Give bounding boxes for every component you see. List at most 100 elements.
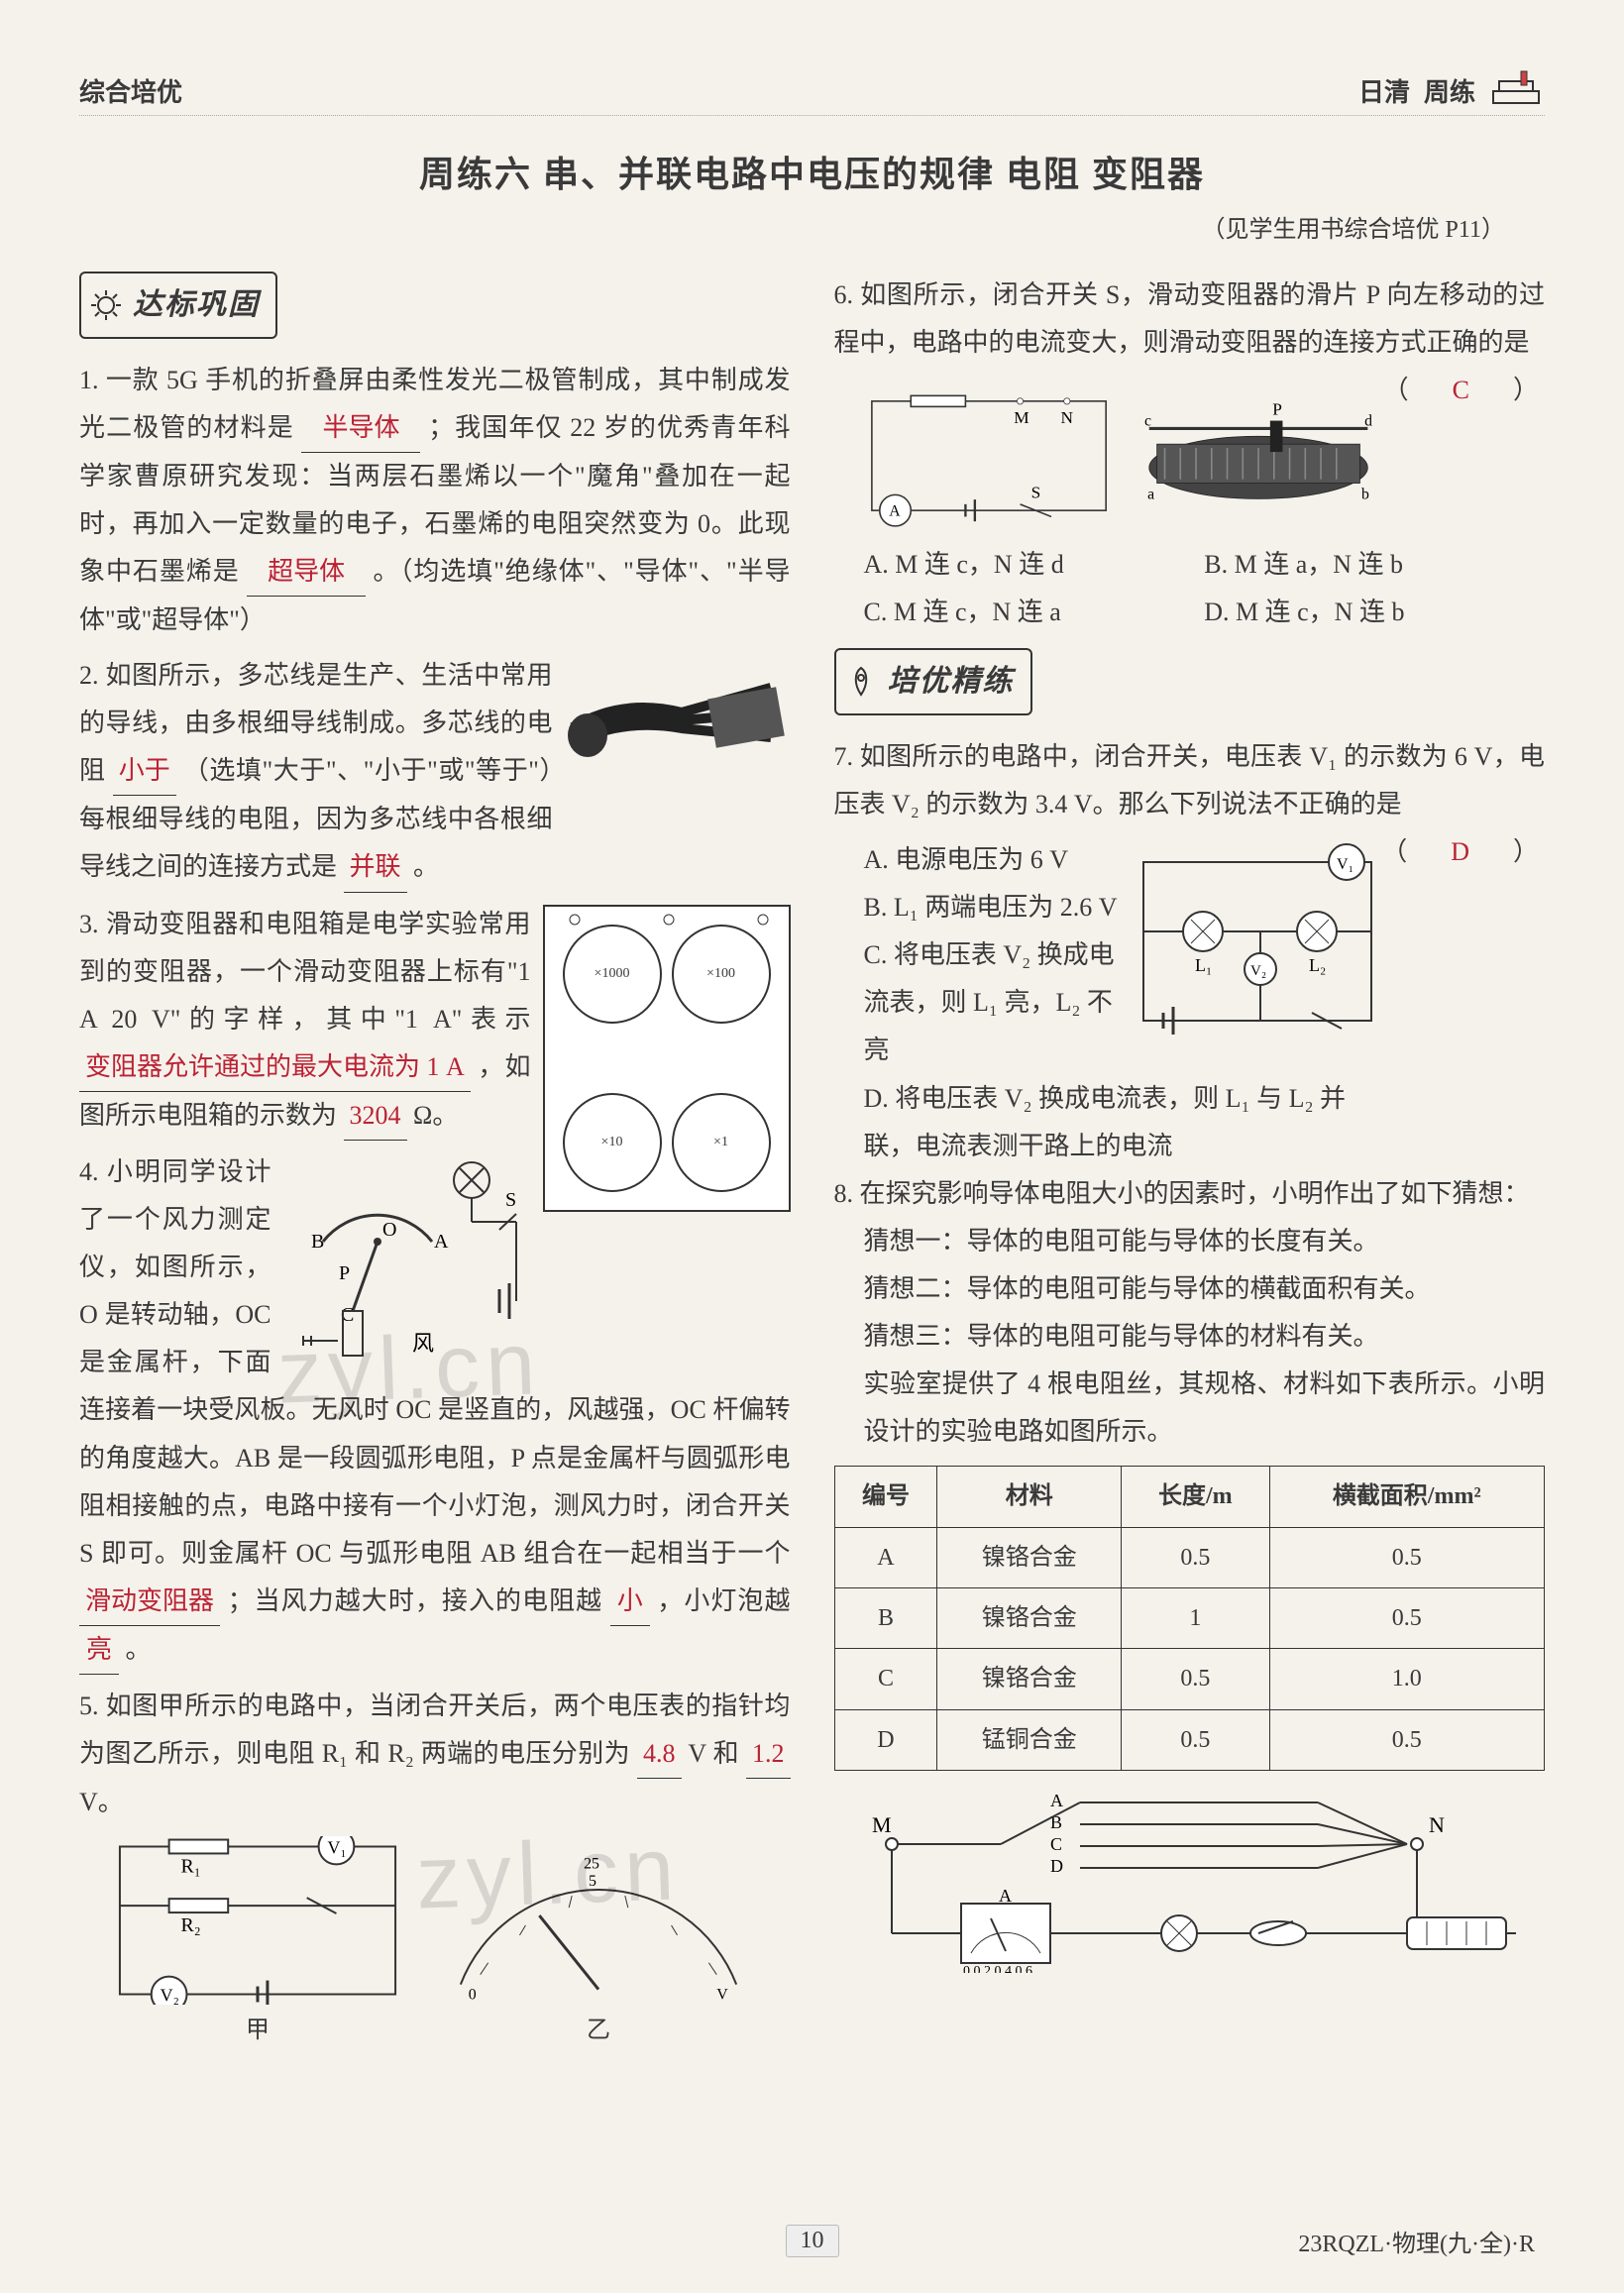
q2-blank-2[interactable]: 并联 <box>344 843 407 892</box>
svg-text:N: N <box>1429 1812 1445 1837</box>
section-1-text: 达标巩固 <box>133 277 260 333</box>
resistance-box-illustration: ×1000 ×100 ×10 ×1 <box>543 905 791 1212</box>
q8-stem: 8. 在探究影响导体电阻大小的因素时，小明作出了如下猜想： <box>834 1170 1546 1218</box>
q4-blank-1[interactable]: 滑动变阻器 <box>79 1578 220 1626</box>
page-footer: 10 23RQZL·物理(九·全)·R <box>0 2225 1624 2257</box>
svg-text:V₂: V₂ <box>1250 963 1266 979</box>
q5-blank-2[interactable]: 1.2 <box>746 1730 791 1779</box>
svg-text:风: 风 <box>412 1331 434 1356</box>
q5-figures: R₁ V₁ R₂ V₂ 甲 <box>109 1836 791 2052</box>
svg-text:O: O <box>382 1219 396 1241</box>
books-icon <box>1489 69 1545 109</box>
svg-text:25: 25 <box>584 1856 599 1873</box>
th-0: 编号 <box>834 1467 937 1527</box>
q1-blank-2[interactable]: 超导体 <box>247 548 366 597</box>
q4-post: 。 <box>126 1635 152 1664</box>
svg-text:S: S <box>1030 484 1040 502</box>
header-right: 日清 周练 <box>1358 69 1545 109</box>
svg-text:P: P <box>339 1262 350 1284</box>
q1-blank-1[interactable]: 半导体 <box>301 404 420 453</box>
dial-100: ×100 <box>706 961 735 987</box>
q6-opt-b[interactable]: B. M 连 a，N 连 b <box>1204 541 1545 589</box>
q7-answer[interactable]: D <box>1445 828 1481 876</box>
svg-text:R₂: R₂ <box>181 1914 201 1936</box>
table-row: D锰铜合金0.50.5 <box>834 1709 1545 1770</box>
right-column: 6. 如图所示，闭合开关 S，滑动变阻器的滑片 P 向左移动的过程中，电路中的电… <box>834 272 1546 2071</box>
table-row: C镍铬合金0.51.0 <box>834 1649 1545 1709</box>
q7-opt-d[interactable]: D. 将电压表 V₂ 换成电流表，则 L₁ 与 L₂ 并联，电流表测干路上的电流 <box>864 1075 1382 1170</box>
question-6: 6. 如图所示，闭合开关 S，滑动变阻器的滑片 P 向左移动的过程中，电路中的电… <box>834 272 1546 367</box>
dial-1: ×1 <box>713 1130 728 1155</box>
svg-text:b: b <box>1361 487 1369 503</box>
svg-text:d: d <box>1364 412 1372 429</box>
q3-blank-2[interactable]: 3204 <box>344 1092 407 1141</box>
svg-text:c: c <box>1144 412 1151 429</box>
cable-illustration <box>563 658 791 797</box>
gear-icon <box>89 288 123 322</box>
q2-blank-1[interactable]: 小于 <box>113 747 176 796</box>
th-2: 长度/m <box>1122 1467 1269 1527</box>
terminal-icons <box>545 913 793 927</box>
header-right-a: 日清 <box>1358 72 1410 109</box>
q5-figure-b: 0 5 25 V 乙 <box>430 1836 767 2052</box>
section-2-label: 培优精练 <box>834 648 1032 715</box>
table-body: A镍铬合金0.50.5 B镍铬合金10.5 C镍铬合金0.51.0 D锰铜合金0… <box>834 1527 1545 1771</box>
q7-circuit: V₁ L₁ L₂ V₂ <box>1134 842 1381 1040</box>
q5-label-a: 甲 <box>109 2009 406 2052</box>
question-5: 5. 如图甲所示的电路中，当闭合开关后，两个电压表的指针均为图乙所示，则电阻 R… <box>79 1683 791 1826</box>
svg-text:V: V <box>716 1987 728 2004</box>
svg-text:B: B <box>311 1231 324 1253</box>
q7-stem: 7. 如图所示的电路中，闭合开关，电压表 V₁ 的示数为 6 V，电压表 V₂ … <box>834 742 1546 819</box>
svg-text:M: M <box>872 1812 892 1837</box>
svg-text:A: A <box>889 503 901 520</box>
svg-text:5: 5 <box>589 1874 596 1891</box>
q3-blank-1[interactable]: 变阻器允许通过的最大电流为 1 A <box>79 1043 471 1092</box>
dial-10: ×10 <box>601 1130 623 1155</box>
q5-post: V。 <box>79 1788 124 1816</box>
svg-text:D: D <box>1050 1856 1063 1876</box>
question-2: 2. 如图所示，多芯线是生产、生活中常用的导线，由多根细导线制成。多芯线的电阻 … <box>79 652 791 892</box>
q5-figure-a: R₁ V₁ R₂ V₂ 甲 <box>109 1836 406 2052</box>
q6-answer-paren: （ C ） <box>1383 367 1545 414</box>
wire-labels: A B C D <box>1050 1791 1063 1876</box>
q6-answer[interactable]: C <box>1447 367 1481 414</box>
svg-text:A: A <box>434 1231 449 1253</box>
question-7: 7. 如图所示的电路中，闭合开关，电压表 V₁ 的示数为 6 V，电压表 V₂ … <box>834 733 1546 828</box>
q6-opt-d[interactable]: D. M 连 c，N 连 b <box>1204 589 1545 636</box>
question-8: 8. 在探究影响导体电阻大小的因素时，小明作出了如下猜想： 猜想一：导体的电阻可… <box>834 1170 1546 1457</box>
section-1-label: 达标巩固 <box>79 272 277 339</box>
q5-pre: 5. 如图甲所示的电路中，当闭合开关后，两个电压表的指针均为图乙所示，则电阻 R… <box>79 1692 791 1768</box>
svg-text:a: a <box>1147 487 1154 503</box>
page-header: 综合培优 日清 周练 <box>79 69 1545 116</box>
q6-opt-c[interactable]: C. M 连 c，N 连 a <box>864 589 1205 636</box>
svg-text:0 0.2 0.4 0.6: 0 0.2 0.4 0.6 <box>963 1964 1032 1973</box>
q5-blank-1[interactable]: 4.8 <box>637 1730 682 1779</box>
q4-blank-3[interactable]: 亮 <box>79 1626 119 1675</box>
q6-opt-a[interactable]: A. M 连 c，N 连 d <box>864 541 1205 589</box>
svg-text:V₁: V₁ <box>328 1838 347 1858</box>
q3-pre: 3. 滑动变阻器和电阻箱是电学实验常用到的变阻器，一个滑动变阻器上标有"1 A … <box>79 910 531 1034</box>
table-header-row: 编号 材料 长度/m 横截面积/mm² <box>834 1467 1545 1527</box>
q6-circuit: M N A S <box>864 377 1114 535</box>
rocket-icon <box>844 665 878 699</box>
question-3: ×1000 ×100 ×10 ×1 3. 滑动变阻器和电阻箱是电学实验常用到的变… <box>79 901 791 1141</box>
svg-text:N: N <box>1060 408 1073 427</box>
svg-text:S: S <box>505 1189 516 1211</box>
svg-text:A: A <box>1050 1791 1063 1810</box>
wind-meter-illustration: S B A O P C 风 <box>283 1152 531 1370</box>
table-row: A镍铬合金0.50.5 <box>834 1527 1545 1587</box>
q7-answer-paren: （ D ） <box>1381 828 1545 876</box>
two-column-layout: 达标巩固 1. 一款 5G 手机的折叠屏由柔性发光二极管制成，其中制成发光二极管… <box>79 272 1545 2071</box>
table-row: B镍铬合金10.5 <box>834 1588 1545 1649</box>
section-2-text: 培优精练 <box>888 654 1015 710</box>
q4-blank-2[interactable]: 小 <box>610 1578 650 1626</box>
book-code: 23RQZL·物理(九·全)·R <box>1298 2224 1535 2258</box>
q5-label-b: 乙 <box>430 2009 767 2052</box>
q3-post: Ω。 <box>413 1101 458 1130</box>
svg-text:P: P <box>1272 399 1282 418</box>
q8-guess-1: 猜想一：导体的电阻可能与导体的长度有关。 <box>864 1218 1546 1265</box>
q8-table: 编号 材料 长度/m 横截面积/mm² A镍铬合金0.50.5 B镍铬合金10.… <box>834 1466 1546 1771</box>
worksheet-title: 周练六 串、并联电路中电压的规律 电阻 变阻器 <box>79 146 1545 197</box>
q6-rheostat: P c d a b <box>1134 382 1383 530</box>
svg-text:V₂: V₂ <box>161 1986 179 2006</box>
